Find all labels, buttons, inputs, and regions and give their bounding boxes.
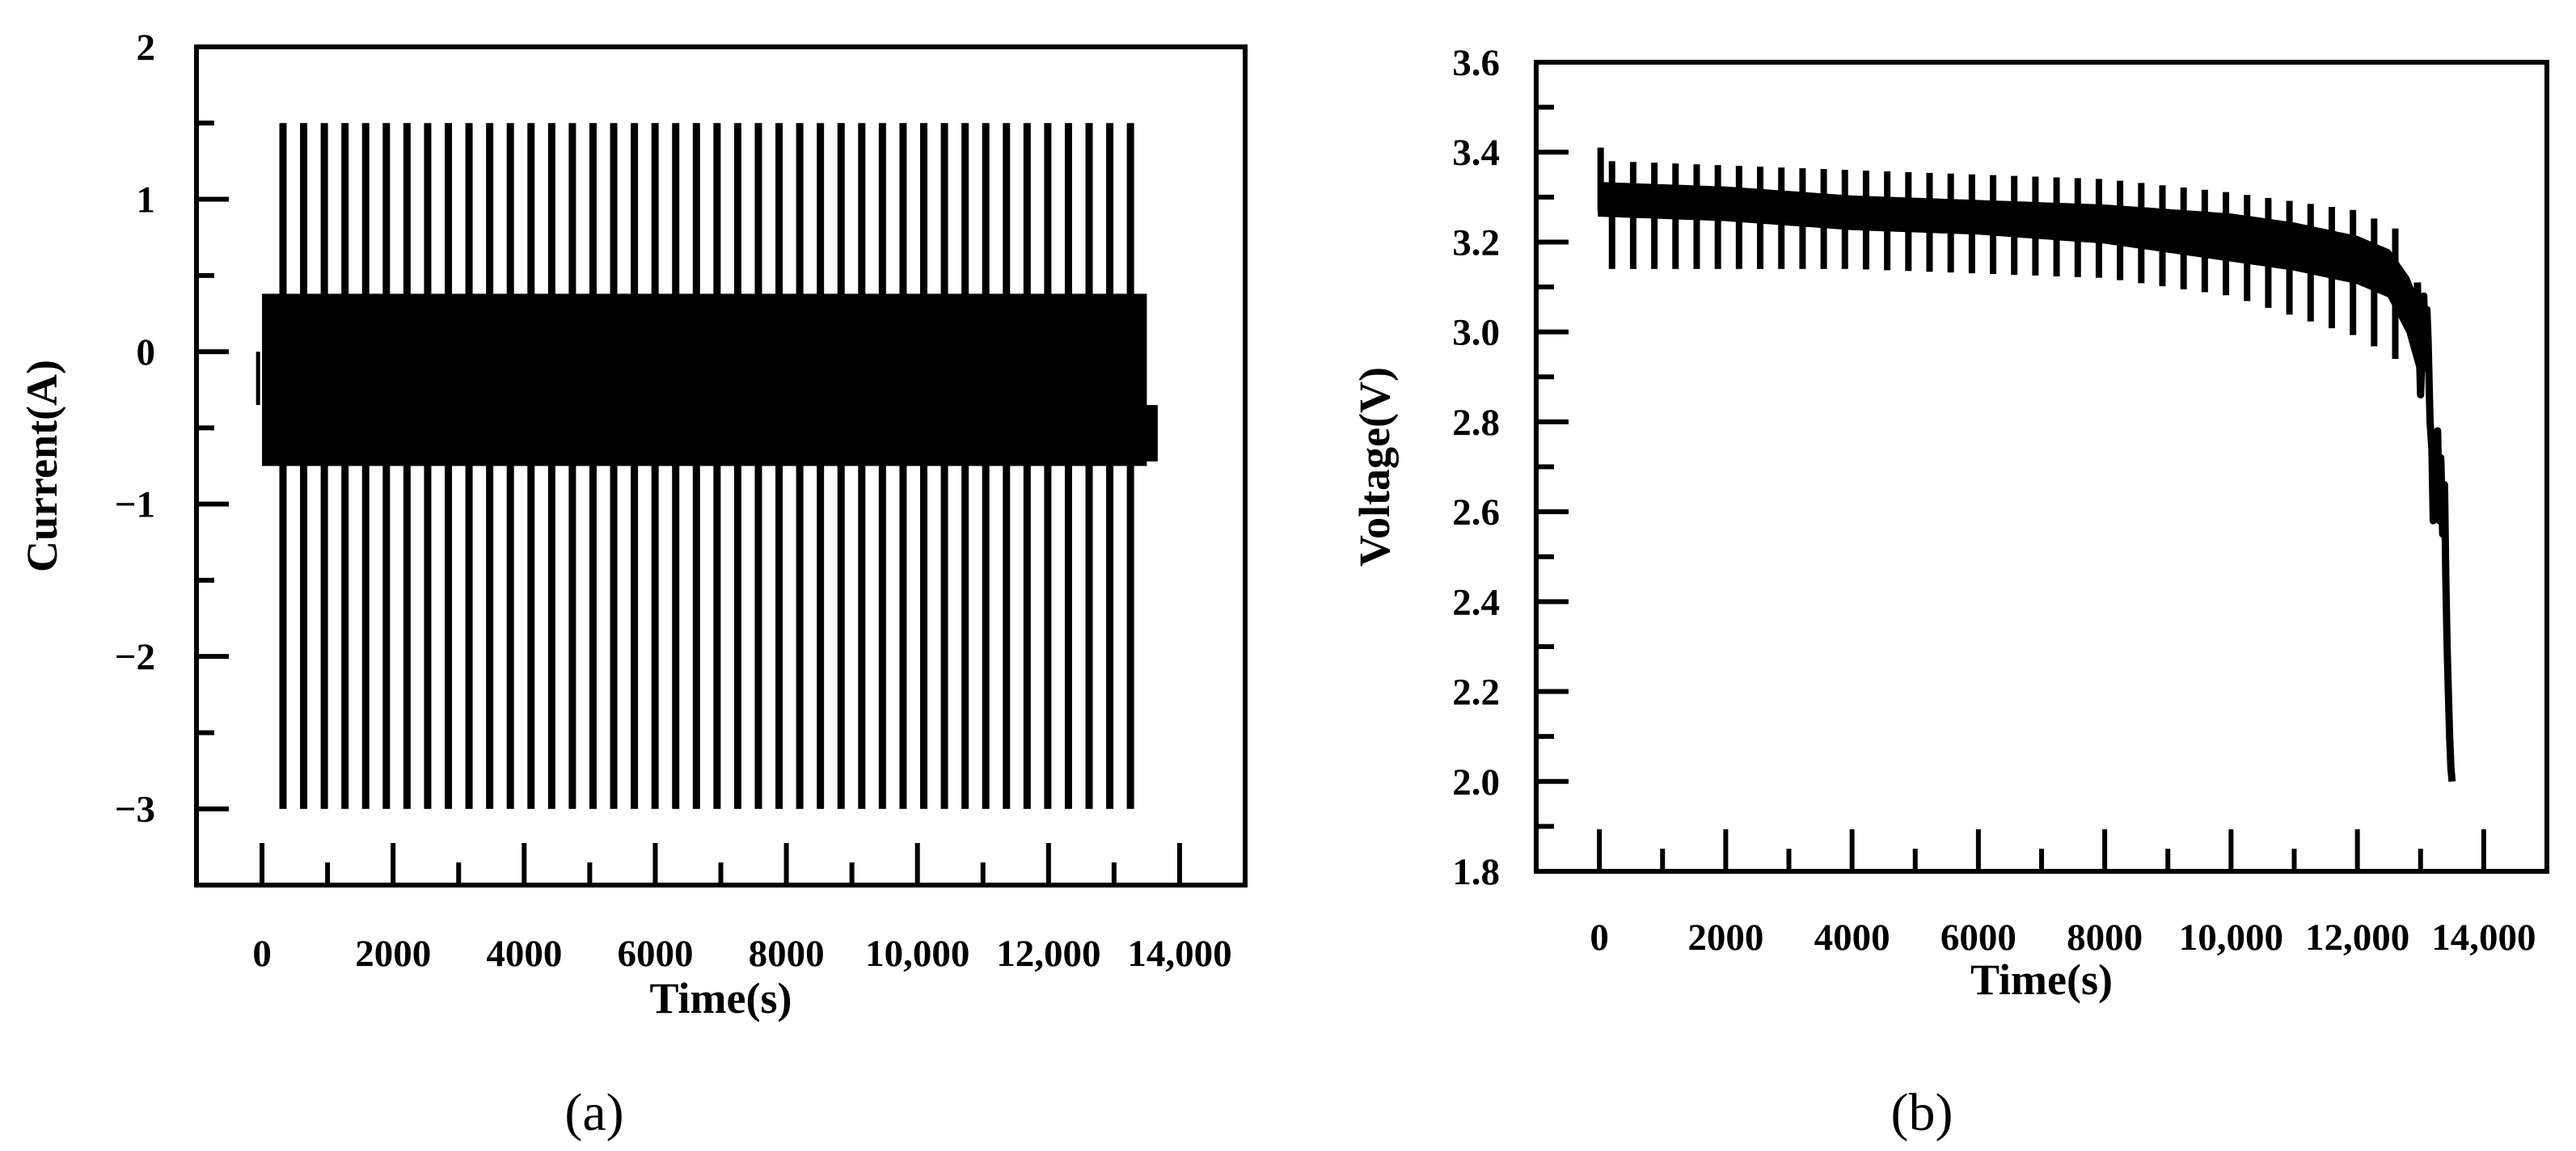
current-band <box>262 293 1147 466</box>
y-tick-label: 2.6 <box>1452 491 1500 533</box>
voltage-band <box>1598 182 2422 377</box>
voltage-final-drop <box>2413 282 2456 782</box>
y-tick-label: 2.8 <box>1452 402 1500 444</box>
y-tick-label: 2.2 <box>1452 672 1500 714</box>
y-tick-label: 3.4 <box>1452 132 1500 174</box>
x-tick-label: 0 <box>1590 917 1609 959</box>
x-tick-label: 10,000 <box>2179 917 2283 959</box>
plot-frame <box>1534 60 2549 874</box>
y-tick-label: 3.6 <box>1452 42 1500 84</box>
x-tick-label: 6000 <box>1940 917 2016 959</box>
x-tick-label: 0 <box>252 933 272 975</box>
y-tick-label: 2.0 <box>1452 761 1500 803</box>
x-tick-label: 2000 <box>1687 917 1763 959</box>
y-tick-label: 3.2 <box>1452 221 1500 264</box>
panel-b: 0 2000 4000 6000 8000 10,000 12,000 14,000 1.8 2.… <box>1350 42 2549 1142</box>
x-axis-title: Time(s) <box>650 974 792 1022</box>
y-tick-label: 2.4 <box>1452 581 1500 623</box>
y-tick-label: 3.0 <box>1452 312 1500 354</box>
x-tick-label: 8000 <box>749 933 825 975</box>
x-tick-label: 2000 <box>355 933 431 975</box>
y-tick-label: −2 <box>115 636 155 678</box>
x-axis-title: Time(s) <box>1970 955 2113 1004</box>
x-tick-label: 10,000 <box>865 933 969 975</box>
y-tick-label: 0 <box>137 331 156 373</box>
panel-a: 0 2000 4000 6000 8000 10,000 12,000 14,000 −3 −2 −… <box>18 27 1248 1142</box>
x-tick-label: 14,000 <box>1127 933 1231 975</box>
y-tick-label: 1 <box>137 179 156 221</box>
x-tick-label: 8000 <box>2067 917 2143 959</box>
y-axis-title: Voltage(V) <box>1350 367 1399 567</box>
panel-label: (a) <box>564 1083 623 1142</box>
x-tick-label: 4000 <box>486 933 562 975</box>
x-tick-label: 12,000 <box>996 933 1100 975</box>
y-tick-label: 1.8 <box>1452 851 1500 893</box>
y-axis-title: Current(A) <box>18 360 66 572</box>
y-tick-label: −1 <box>115 484 155 526</box>
y-tick-label: −3 <box>115 789 155 831</box>
x-tick-label: 12,000 <box>2305 917 2409 959</box>
y-tick-label: 2 <box>137 27 156 69</box>
x-tick-label: 14,000 <box>2431 917 2536 959</box>
x-tick-label: 4000 <box>1814 917 1890 959</box>
panel-label: (b) <box>1891 1083 1953 1142</box>
x-tick-label: 6000 <box>617 933 693 975</box>
